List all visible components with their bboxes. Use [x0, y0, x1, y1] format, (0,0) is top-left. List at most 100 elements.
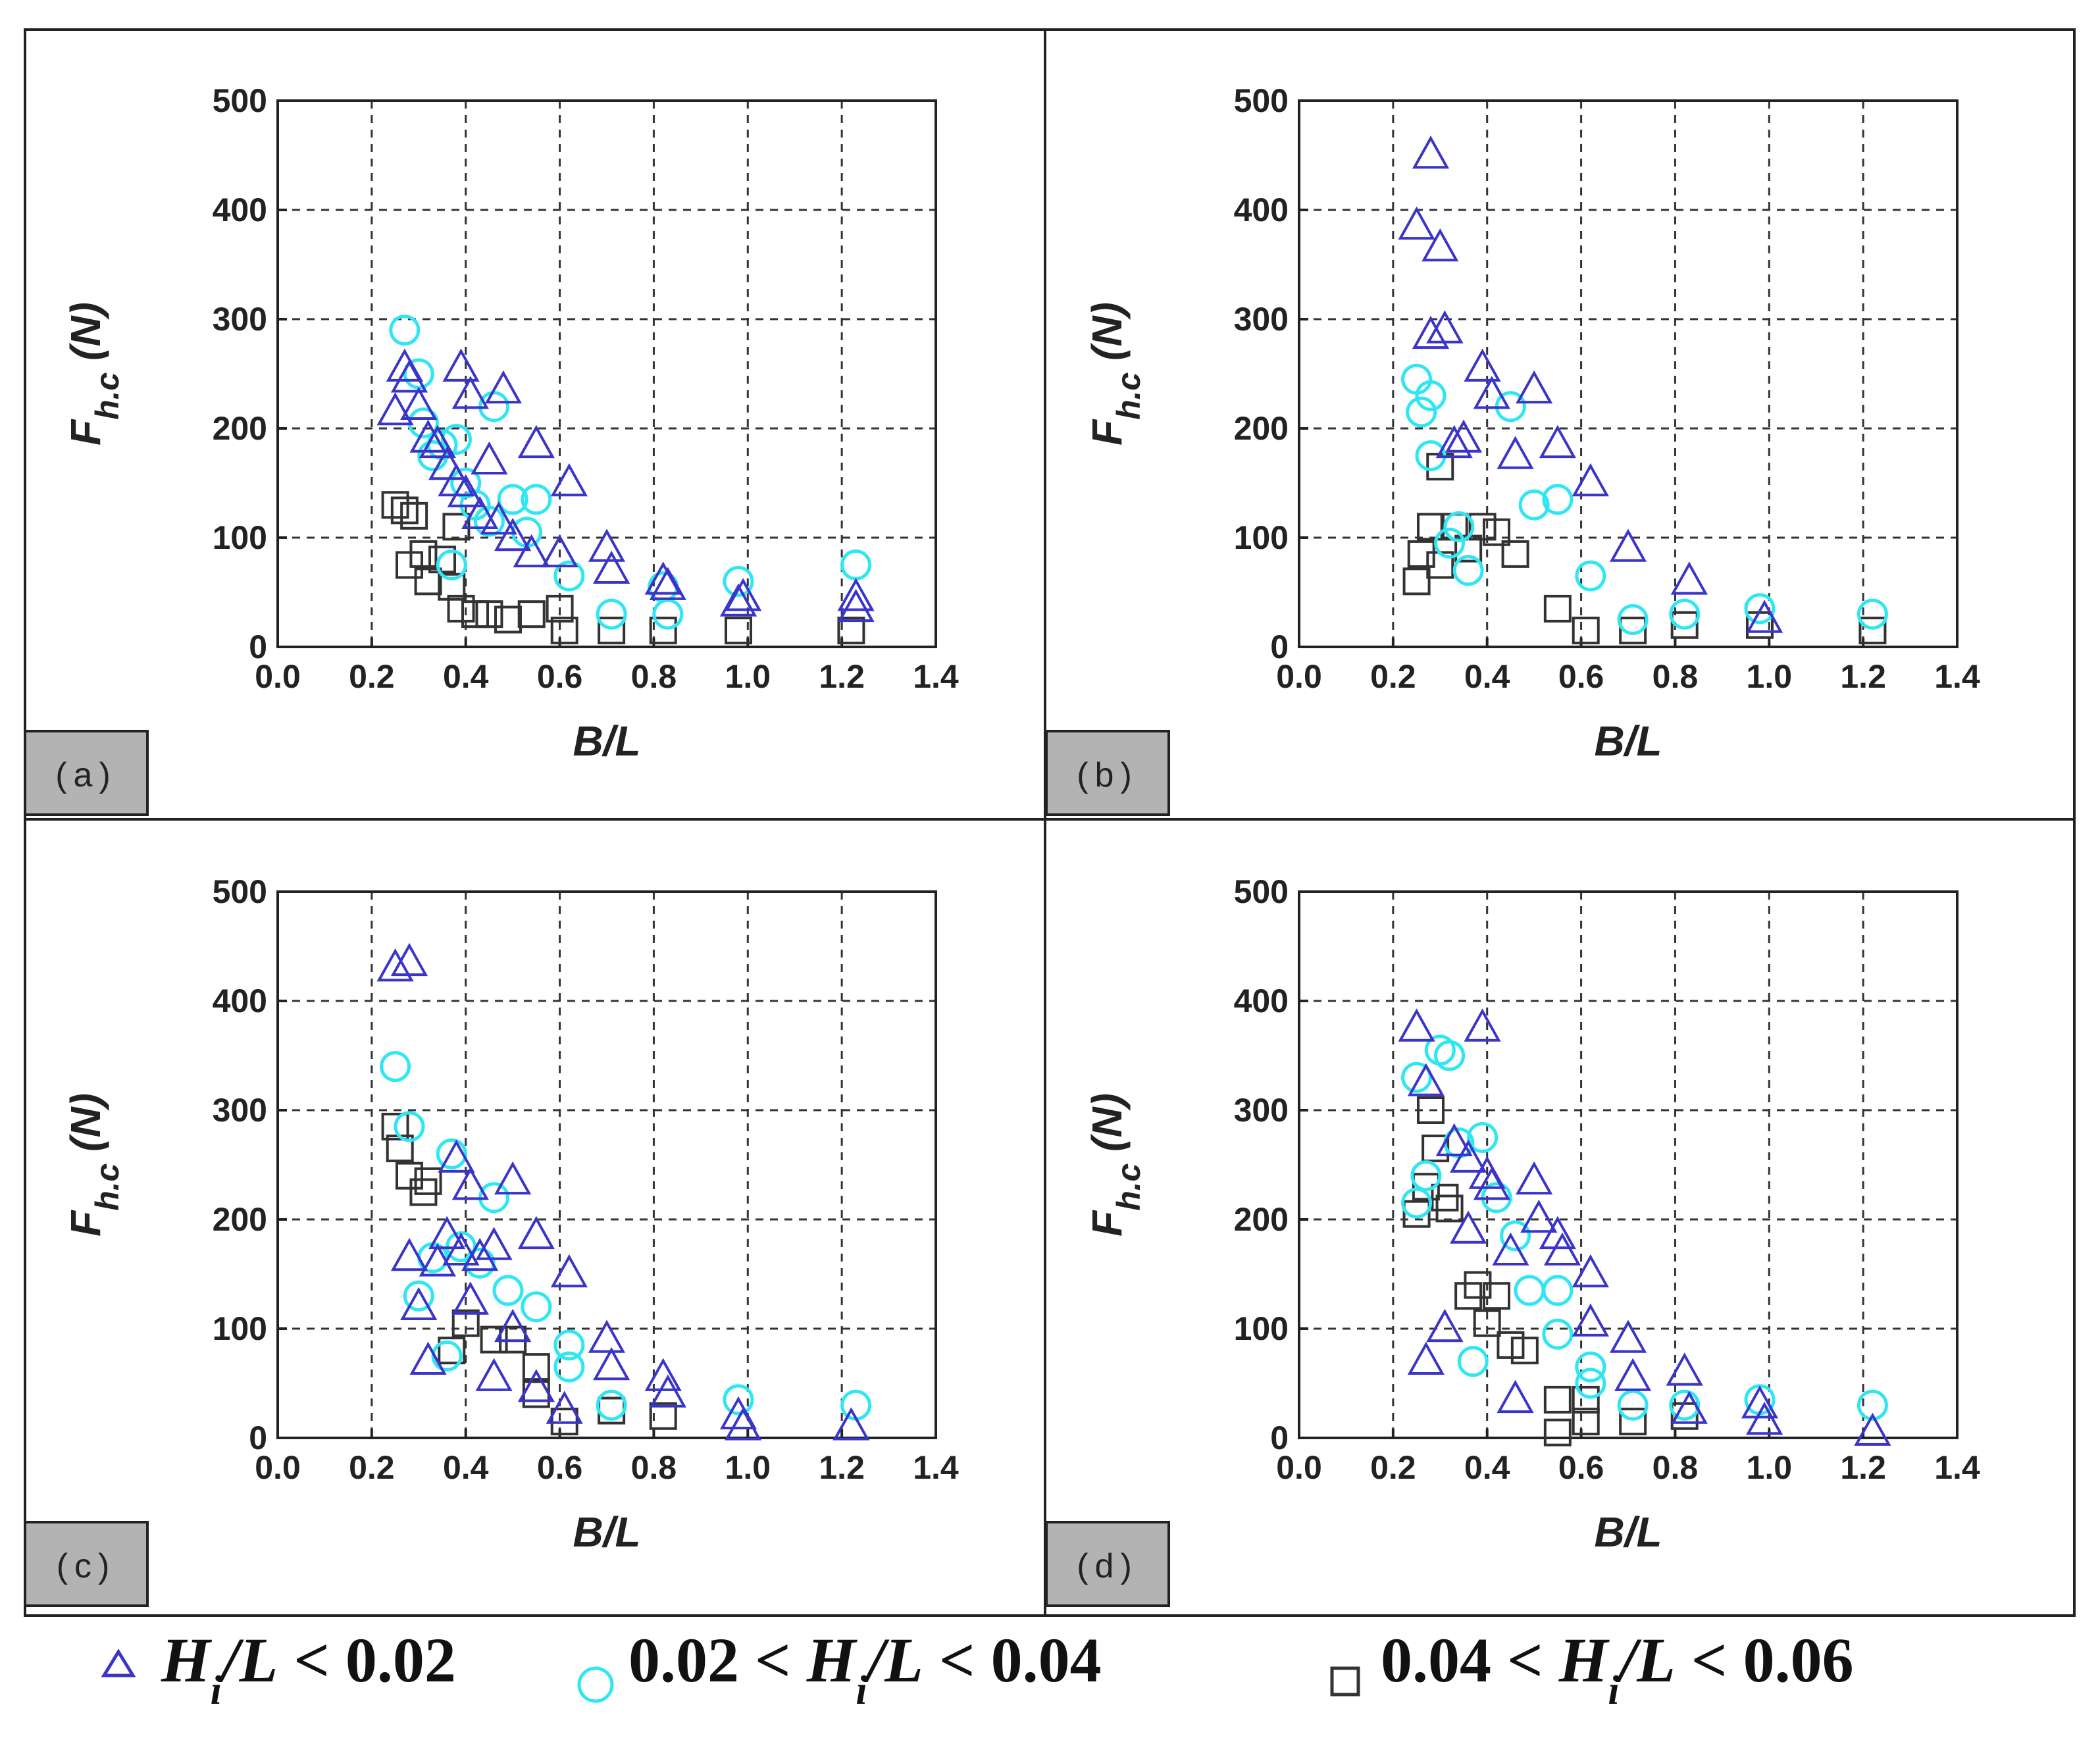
panel-a-triangle-point: [837, 578, 875, 611]
panel-d-y-tick-label: 500: [1234, 873, 1289, 910]
panel-d-triangle-point: [1572, 1254, 1609, 1288]
panel-a-y-tick-label: 400: [213, 192, 267, 228]
panel-c-y-tick-label: 300: [213, 1092, 267, 1129]
panel-c: 0 100 200 300 400 500 0.0 0.2 0.4 0.6 0.8 1.0 1.2 1.…: [24, 873, 959, 1607]
panel-c-square-point: [438, 1337, 466, 1365]
panel-a-x-axis-label: B/L: [573, 717, 640, 765]
panel-c-triangle-point: [390, 942, 428, 977]
panel-d-triangle-point: [1614, 1358, 1652, 1391]
panel-a-square-point: [517, 600, 546, 628]
panel-c-triangle-point: [475, 1358, 513, 1391]
panel-a-grid: [278, 101, 936, 647]
panel-d-triangle-point: [1407, 1341, 1445, 1375]
panel-b-x-tick-label: 0.8: [1652, 658, 1699, 695]
panel-d-triangle-point: [1473, 1167, 1510, 1200]
panel-a-triangle-point: [725, 578, 762, 611]
panel-c-x-axis-label: B/L: [573, 1508, 640, 1556]
panel-b-circle-point: [1415, 380, 1447, 411]
panel-a-triangle-point: [409, 419, 447, 453]
panel-b-triangle-point: [1670, 561, 1708, 595]
panel-d-square-point: [1417, 1096, 1445, 1124]
panel-b-y-tick-label: 200: [1234, 410, 1289, 447]
panel-b-circle-point: [1406, 396, 1437, 428]
panel-d-square-point: [1619, 1408, 1647, 1436]
panel-b-square-point: [1619, 617, 1647, 645]
panel-d-square-point: [1572, 1408, 1600, 1436]
panel-b-x-tick-label: 0.0: [1276, 658, 1322, 695]
panel-c-triangle-point: [428, 1215, 466, 1250]
panel-a-triangle-point: [376, 392, 414, 426]
panel-d-marks: [1398, 1008, 1891, 1446]
panel-b-label-box: [1045, 730, 1170, 816]
panel-b-triangle-point: [1412, 315, 1450, 349]
panel-d-triangle-point: [1520, 1199, 1558, 1233]
panel-b-circle-point: [1443, 511, 1475, 542]
panel-a-triangle-point: [649, 567, 686, 600]
panel-a-square-point: [409, 540, 438, 568]
panel-d-x-tick-label: 0.8: [1652, 1449, 1699, 1486]
panel-a-circle-point: [497, 484, 528, 515]
panel-a-square-point: [546, 594, 574, 623]
panel-b-marks: [1398, 135, 1888, 645]
panel-a-circle-point: [596, 598, 627, 630]
panel-b-triangle-point: [1497, 436, 1534, 469]
panel-d-square-point: [1572, 1385, 1600, 1414]
panel-b-x-tick-label: 1.2: [1840, 658, 1886, 695]
panel-b-triangle-point: [1516, 370, 1553, 404]
panel-d-y-tick-label: 200: [1234, 1201, 1289, 1238]
legend-circle-marker: [577, 1666, 614, 1703]
panel-a-triangle-point: [550, 463, 588, 497]
panel-d-square-point: [1473, 1309, 1501, 1337]
panel-c-triangle-point: [546, 1391, 583, 1424]
panel-a-triangle-point: [644, 561, 682, 595]
panel-d-square-point: [1464, 1271, 1492, 1299]
panel-a-triangle-point: [541, 534, 578, 568]
legend-label-circle: 0.02 < Hi/L < 0.04: [628, 1625, 1102, 1713]
panel-b-triangle-point: [1426, 310, 1464, 344]
panel-a-square-point: [390, 496, 419, 524]
panel-a-triangle-point: [461, 496, 499, 529]
panel-b-grid: [1299, 101, 1957, 647]
legend: Hi/L < 0.02 0.02 < Hi/L < 0.04 0.04 < Hi…: [101, 1625, 1854, 1713]
panel-b-circle-point: [1617, 604, 1649, 635]
panel-a-y-tick-label: 500: [213, 82, 267, 119]
panel-a-y-tick-label: 200: [213, 410, 267, 447]
panel-a-triangle-point: [419, 424, 456, 459]
panel-c-circle-point: [436, 1138, 467, 1169]
panel-d-y-ticks: 0 100 200 300 400 500: [1234, 873, 1308, 1456]
panel-d-triangle-point: [1741, 1385, 1779, 1419]
panel-c-circle-point: [403, 1280, 434, 1312]
panel-d-square-point: [1412, 1173, 1440, 1201]
panel-a-plot-area: [276, 99, 937, 648]
panel-b-triangle-point: [1746, 600, 1783, 633]
panel-c-triangle-point: [517, 1215, 555, 1250]
panel-a-square-point: [649, 617, 677, 645]
panel-d-circle-point: [1617, 1389, 1649, 1421]
panel-c-triangle-point: [461, 1238, 499, 1271]
panel-d-triangle-point: [1435, 1123, 1473, 1156]
panel-d-circle-point: [1542, 1275, 1574, 1306]
panel-b-circle-point: [1518, 489, 1550, 521]
panel-a-triangle-point: [451, 376, 489, 409]
panel-b-y-tick-label: 100: [1234, 519, 1289, 556]
panel-b-y-tick-label: 0: [1270, 628, 1289, 665]
panel-a-x-tick-label: 0.0: [255, 658, 301, 695]
panel-b-square-point: [1543, 594, 1572, 623]
panel-c-label-box: [24, 1521, 149, 1607]
panel-d-triangle-point: [1407, 1063, 1445, 1096]
panel-a-square-point: [438, 573, 466, 601]
panel-d-x-tick-label: 1.2: [1840, 1449, 1886, 1486]
panel-a-triangle-point: [593, 550, 630, 584]
panel-a-x-tick-label: 0.4: [443, 658, 489, 695]
panel-a-x-ticks: 0.0 0.2 0.4 0.6 0.8 1.0 1.2 1.4: [255, 638, 959, 695]
panel-c-triangle-point: [451, 1281, 489, 1315]
panel-d-triangle-point: [1450, 1210, 1487, 1244]
panel-b-triangle-point: [1464, 348, 1501, 382]
panel-c-triangle-point: [376, 948, 414, 982]
panel-b-triangle-point: [1539, 424, 1576, 459]
panel-a-marks: [376, 315, 875, 645]
panel-a-square-point: [725, 617, 752, 645]
panel-c-y-ticks: 0 100 200 300 400 500: [213, 873, 287, 1456]
panel-c-square-point: [396, 1162, 423, 1190]
